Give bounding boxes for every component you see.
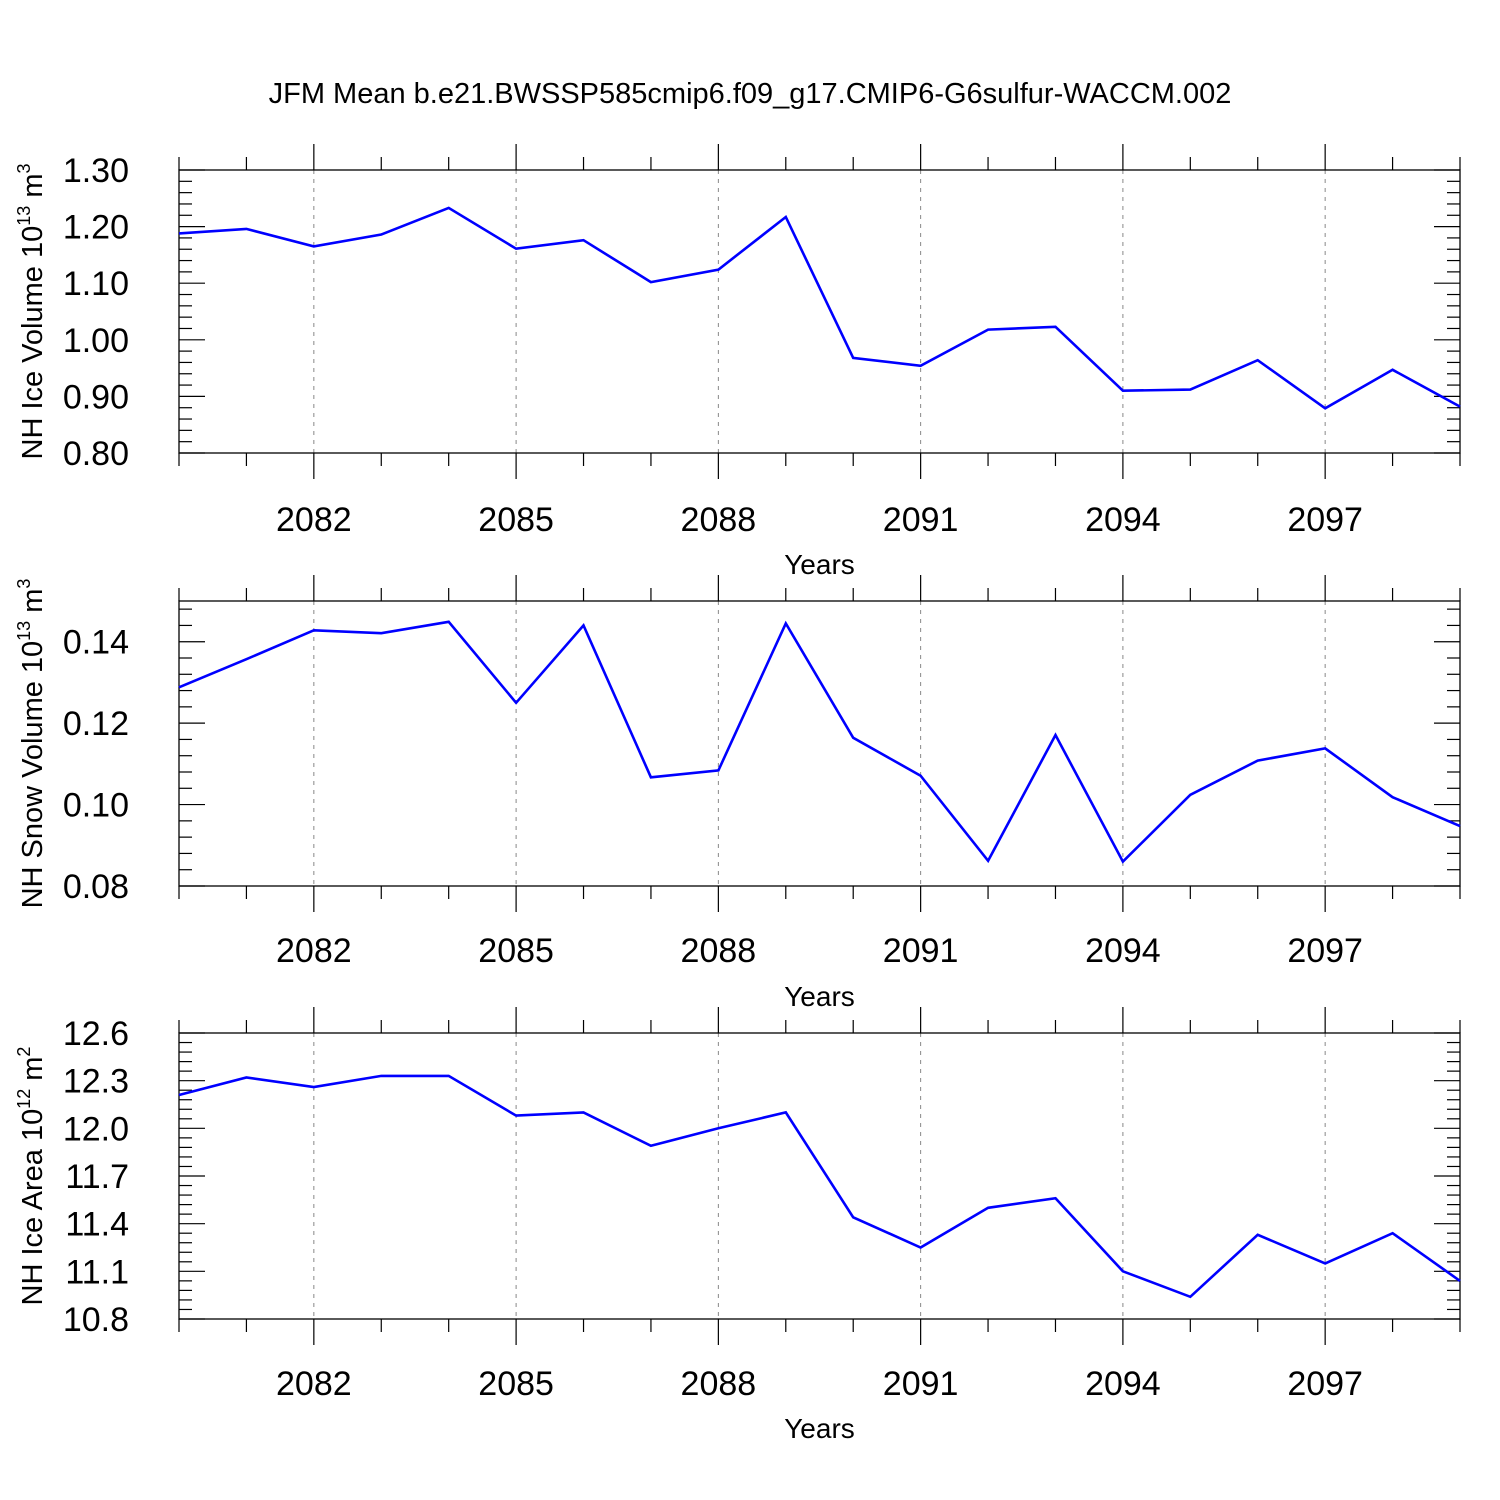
y-tick-label: 1.00 [63,322,129,360]
y-tick-label: 0.80 [63,435,129,473]
y-tick-label: 11.4 [65,1206,129,1244]
x-tick-label: 2091 [883,501,959,539]
plot-frame [178,169,1461,454]
y-tick-label: 1.30 [63,152,129,190]
x-tick-label: 2088 [681,501,757,539]
x-axis-label: Years [784,1413,855,1444]
y-tick-label: 1.20 [63,209,129,247]
series-line [178,206,1461,410]
x-tick-label: 2094 [1085,1365,1161,1403]
x-tick-label: 2097 [1287,1365,1363,1403]
panel-3: 10.8 11.1 11.4 11.7 12.0 12.3 12.6 2082 2085 2088… [14,1007,1461,1444]
plot-frame [178,1032,1461,1320]
x-tick-label: 2085 [478,1365,554,1403]
figure-title: JFM Mean b.e21.BWSSP585cmip6.f09_g17.CMI… [268,78,1232,110]
x-tick-label: 2097 [1287,501,1363,539]
x-tick-label: 2085 [478,501,554,539]
y-axis-label: NH Ice Volume 1013 m3 [14,164,49,460]
panel-1: 0.80 0.90 1.00 1.10 1.20 1.30 2082 2085 2088 2091… [14,144,1461,580]
y-axis-label: NH Ice Area 1012 m2 [14,1047,49,1306]
y-tick-label: 0.08 [63,868,129,906]
series-line [178,620,1461,864]
x-tick-label: 2088 [681,932,757,970]
y-tick-label: 11.1 [65,1253,129,1291]
y-axis-label: NH Snow Volume 1013 m3 [14,579,49,909]
x-tick-label: 2082 [276,932,352,970]
plot-frame [178,600,1461,887]
x-tick-label: 2094 [1085,932,1161,970]
y-tick-label: 12.6 [63,1015,129,1053]
y-tick-label: 0.90 [63,378,129,416]
y-tick-label: 11.7 [65,1158,129,1196]
y-tick-label: 10.8 [63,1301,129,1339]
panel-2: 0.08 0.10 0.12 0.14 2082 2085 2088 2091 2094 2097… [14,575,1461,1012]
x-tick-label: 2091 [883,932,959,970]
x-tick-label: 2085 [478,932,554,970]
y-tick-label: 0.12 [63,705,129,743]
x-axis-label: Years [784,981,855,1012]
x-tick-label: 2088 [681,1365,757,1403]
x-tick-label: 2082 [276,501,352,539]
y-tick-label: 0.14 [63,624,129,662]
y-tick-label: 1.10 [63,265,129,303]
x-tick-label: 2091 [883,1365,959,1403]
series-line [178,1074,1461,1299]
x-tick-label: 2082 [276,1365,352,1403]
y-tick-label: 12.3 [63,1063,129,1101]
x-axis-label: Years [784,549,855,580]
x-tick-label: 2097 [1287,932,1363,970]
x-tick-label: 2094 [1085,501,1161,539]
y-tick-label: 12.0 [63,1110,129,1148]
y-tick-label: 0.10 [63,787,129,825]
